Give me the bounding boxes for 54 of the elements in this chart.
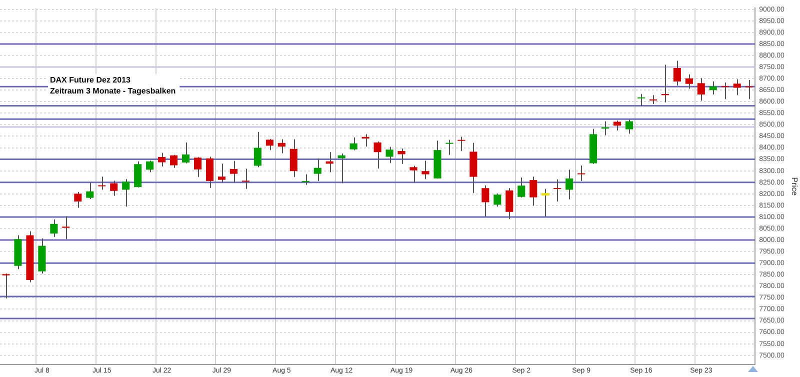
candlestick [494,193,502,208]
text: Zeitraum 3 Monate - Tagesbalken [50,86,176,96]
candlestick [518,177,526,198]
candlestick [362,134,370,148]
candlestick [98,176,106,190]
candlestick [134,160,142,188]
candlestick [290,138,298,178]
candlestick [122,178,130,208]
candlestick [230,160,238,184]
candlestick [146,160,154,173]
candlestick [625,119,634,134]
candlestick [218,163,226,184]
candlestick [74,191,82,208]
candlestick [709,80,717,95]
candlestick [733,78,741,96]
text: DAX Future Dez 2013 [50,75,132,84]
candlestick [182,142,190,164]
candlestick [566,169,574,200]
candlestick [2,272,10,299]
candlestick [554,178,562,202]
candlestick [602,120,610,136]
candlestick [410,165,418,184]
candlestick [506,188,514,220]
candlestick [637,94,646,107]
candlestick [458,136,466,152]
candlestick [721,82,729,100]
candlestick [685,74,693,90]
candlestick [374,141,382,170]
candlestick [386,146,394,164]
candlestick [206,156,214,188]
candlestick [745,79,753,100]
candlestick [194,156,202,178]
candlestick [242,168,250,190]
candlestick [86,182,94,200]
candlestick [578,165,586,182]
candlestick [314,158,322,182]
candlestick [266,138,274,151]
candlestick [422,160,430,180]
candlestick [446,139,454,156]
candlestick [254,131,262,168]
candlestick [62,216,70,240]
candlestick [613,120,622,131]
candlestick [110,180,118,196]
candlestick [398,148,406,164]
candlestick [482,184,490,218]
candlestick [278,138,286,154]
candlestick [350,136,358,151]
candlestick [170,154,178,168]
candlestick [673,60,681,86]
candlestick [50,219,58,238]
candlestick [697,78,705,102]
y-axis-title: Price [790,177,799,196]
candlestick [158,152,166,167]
candlestick [530,176,538,206]
